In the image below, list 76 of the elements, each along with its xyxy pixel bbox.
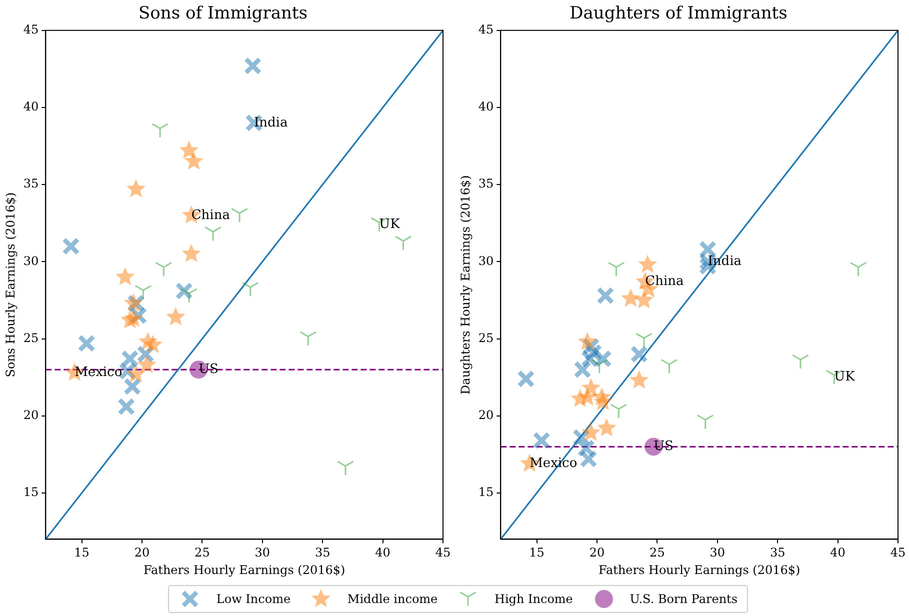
x-tick-label: 15 (74, 546, 90, 560)
y-tick-label: 45 (478, 22, 494, 37)
point (594, 392, 613, 410)
point (124, 308, 144, 327)
x-tick-label: 15 (529, 546, 544, 560)
point (597, 418, 616, 436)
point (166, 307, 186, 326)
point (137, 354, 156, 374)
point (630, 346, 648, 362)
point (518, 370, 534, 388)
y-tick-label: 20 (478, 408, 494, 422)
y-axis-title: Daughters Hourly Earnings (2016$) (458, 175, 472, 394)
point (597, 287, 614, 304)
point (182, 244, 201, 262)
y-tick-label: 45 (23, 22, 39, 37)
legend-label: Low Income (216, 592, 291, 606)
point (126, 179, 146, 198)
x-tick-label: 30 (710, 546, 726, 560)
chart-title: Daughters of Immigrants (570, 4, 788, 24)
x-tick-label: 20 (589, 546, 605, 560)
x-tick-label: 35 (314, 546, 330, 560)
x-tick-label: 40 (830, 546, 846, 560)
point (184, 151, 204, 170)
annotation: UK (834, 370, 856, 385)
y-tick-label: 25 (23, 330, 39, 345)
x-tick-label: 40 (375, 546, 390, 560)
x-tick-label: 45 (435, 546, 451, 560)
y-tick-label: 25 (478, 330, 494, 345)
y-tick-label: 30 (23, 254, 39, 268)
point (630, 370, 649, 388)
point (578, 332, 597, 350)
point (179, 140, 198, 159)
point (244, 58, 262, 74)
point (116, 267, 135, 286)
point (581, 422, 600, 441)
point (621, 288, 640, 307)
y-tick-label: 15 (478, 485, 494, 500)
point (78, 335, 95, 352)
point (533, 432, 550, 449)
annotation: UK (379, 217, 400, 232)
chart-title: Sons of Immigrants (138, 4, 308, 24)
y-tick-label: 35 (23, 176, 39, 191)
x-tick-label: 20 (134, 546, 150, 560)
annotation: US (654, 439, 674, 454)
x-tick-label: 25 (650, 546, 665, 560)
annotation: China (191, 208, 230, 223)
y-tick-label: 35 (478, 176, 494, 191)
y-tick-label: 30 (478, 254, 494, 268)
point (62, 238, 80, 255)
x-axis-title: Fathers Hourly Earnings (2016$) (598, 562, 800, 577)
annotation: US (198, 362, 218, 377)
point (574, 361, 591, 378)
point (143, 334, 162, 354)
y-tick-label: 20 (23, 408, 39, 422)
point (118, 398, 135, 415)
y-tick-label: 15 (23, 485, 39, 500)
y-tick-label: 40 (23, 100, 39, 114)
x-tick-label: 30 (254, 546, 270, 560)
annotation: India (254, 115, 288, 130)
point (124, 378, 141, 395)
x-tick-label: 25 (194, 546, 210, 560)
point (124, 293, 144, 312)
y-tick-label: 40 (478, 100, 494, 114)
x-tick-label: 35 (770, 546, 786, 560)
point (638, 254, 658, 273)
point (578, 387, 597, 406)
legend-label: U.S. Born Parents (630, 592, 738, 606)
annotation: China (645, 274, 684, 290)
x-axis-title: Fathers Hourly Earnings (2016$) (143, 562, 346, 577)
point (634, 290, 654, 308)
legend-label: Middle income (347, 592, 438, 606)
y-axis-title: Sons Hourly Earnings (2016$) (3, 192, 18, 378)
x-tick-label: 45 (890, 546, 906, 560)
legend-label: High Income (494, 592, 573, 606)
point (126, 364, 146, 382)
point (580, 450, 597, 468)
